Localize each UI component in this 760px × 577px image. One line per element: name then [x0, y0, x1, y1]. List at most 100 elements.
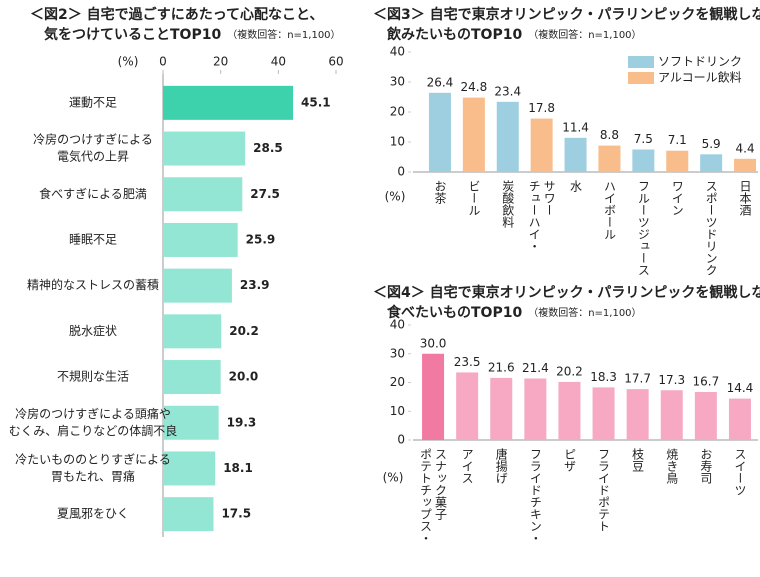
y-tick-label: 0: [397, 165, 405, 179]
bar: [632, 149, 655, 172]
category-label: 水: [569, 180, 583, 192]
bar: [163, 497, 214, 532]
bar: [490, 377, 513, 440]
value-label: 16.7: [692, 374, 719, 388]
category-label: スナック菓子: [434, 448, 448, 520]
value-label: 27.5: [250, 187, 280, 201]
bar: [592, 387, 615, 440]
category-label: 冷房のつけすぎによる: [33, 132, 153, 147]
value-label: 17.3: [658, 373, 685, 387]
category-label: お茶: [433, 180, 447, 204]
value-label: 8.8: [600, 128, 619, 142]
y-tick-label: 40: [390, 45, 405, 59]
bar: [598, 145, 621, 172]
value-label: 45.1: [301, 95, 331, 109]
category-label: 唐揚げ: [494, 447, 508, 484]
bar: [163, 222, 238, 257]
value-label: 23.5: [454, 355, 481, 369]
x-tick-label: 20: [213, 55, 228, 69]
category-label: 不規則な生活: [57, 369, 129, 384]
category-label: サワー: [542, 180, 556, 216]
bar: [734, 158, 757, 172]
bar: [660, 390, 683, 440]
chart-title: 食べたいものTOP10 （複数回答：n=1,100）: [387, 304, 642, 321]
y-tick-label: 30: [390, 346, 405, 360]
bar: [163, 360, 221, 395]
category-label: フルーツジュース: [636, 180, 650, 276]
category-label: チューハイ・: [527, 180, 541, 252]
value-label: 30.0: [420, 336, 447, 350]
chart-title-line: 飲みたいものTOP10: [386, 26, 522, 43]
bar: [530, 118, 553, 172]
bar: [163, 405, 219, 440]
value-label: 20.2: [556, 364, 583, 378]
value-label: 4.4: [736, 141, 755, 155]
category-label: むくみ、肩こりなどの体調不良: [9, 423, 177, 438]
x-tick-label: 0: [159, 55, 167, 69]
chart-title: 飲みたいものTOP10 （複数回答：n=1,100）: [386, 26, 642, 43]
value-label: 17.5: [221, 507, 251, 521]
category-label: ハイボール: [602, 180, 616, 240]
bar: [524, 378, 547, 440]
axis-unit: (%): [383, 471, 404, 485]
value-label: 7.5: [634, 132, 653, 146]
value-label: 26.4: [427, 75, 454, 89]
category-label: 脱水症状: [69, 323, 117, 338]
x-tick-label: 40: [271, 55, 286, 69]
category-label: 枝豆: [631, 447, 645, 472]
bar: [422, 353, 445, 440]
category-label: 冷たいもののとりすぎによる: [15, 452, 171, 466]
category-label: スイーツ: [733, 448, 747, 496]
value-label: 21.6: [488, 360, 515, 374]
legend-label: ソフトドリンク: [658, 55, 742, 69]
value-label: 20.0: [229, 370, 259, 384]
category-label: スポーツドリンク: [704, 180, 718, 276]
bar: [700, 154, 723, 172]
value-label: 21.4: [522, 361, 549, 375]
bar: [163, 451, 216, 486]
category-label: 電気代の上昇: [57, 149, 129, 164]
chart-note: （複数回答：n=1,100）: [227, 28, 340, 41]
chart-title: ＜図2＞ 自宅で過ごすにあたって心配なこと、: [30, 6, 324, 23]
bar: [163, 85, 294, 120]
category-label: アイス: [460, 448, 474, 484]
value-label: 18.3: [590, 370, 617, 384]
category-label: お寿司: [699, 448, 713, 484]
bar: [564, 137, 587, 172]
legend-swatch: [628, 72, 654, 84]
legend-label: アルコール飲料: [658, 70, 742, 85]
bar: [456, 372, 479, 440]
y-tick-label: 20: [390, 375, 405, 389]
category-label: 運動不足: [69, 95, 117, 109]
category-label: ピザ: [562, 448, 576, 472]
value-label: 5.9: [702, 137, 721, 151]
chart-note: （複数回答：n=1,100）: [528, 28, 641, 41]
category-label: 日本酒: [738, 180, 752, 216]
value-label: 23.4: [494, 84, 521, 98]
bar: [163, 177, 243, 212]
value-label: 20.2: [229, 324, 259, 338]
y-tick-label: 10: [390, 404, 405, 418]
chart-title: ＜図4＞ 自宅で東京オリンピック・パラリンピックを観戦しながら: [373, 284, 760, 301]
bar: [694, 391, 717, 440]
category-label: ビール: [467, 180, 481, 216]
bar: [626, 389, 649, 440]
chart-note: （複数回答：n=1,100）: [528, 306, 641, 319]
y-tick-label: 0: [397, 433, 405, 447]
category-label: ポテトチップス・: [419, 448, 433, 544]
y-tick-label: 40: [390, 318, 405, 332]
value-label: 25.9: [246, 232, 276, 246]
bar: [728, 398, 751, 440]
bar: [163, 268, 232, 303]
axis-unit: (%): [118, 55, 139, 69]
y-tick-label: 20: [390, 105, 405, 119]
value-label: 24.8: [460, 80, 487, 94]
axis-unit: (%): [385, 190, 406, 204]
y-tick-label: 10: [390, 135, 405, 149]
value-label: 19.3: [227, 415, 257, 429]
category-label: 焼き鳥: [665, 448, 679, 485]
bar: [462, 97, 485, 172]
value-label: 11.4: [562, 120, 589, 134]
chart-title: 気をつけていることTOP10 （複数回答：n=1,100）: [44, 26, 341, 43]
